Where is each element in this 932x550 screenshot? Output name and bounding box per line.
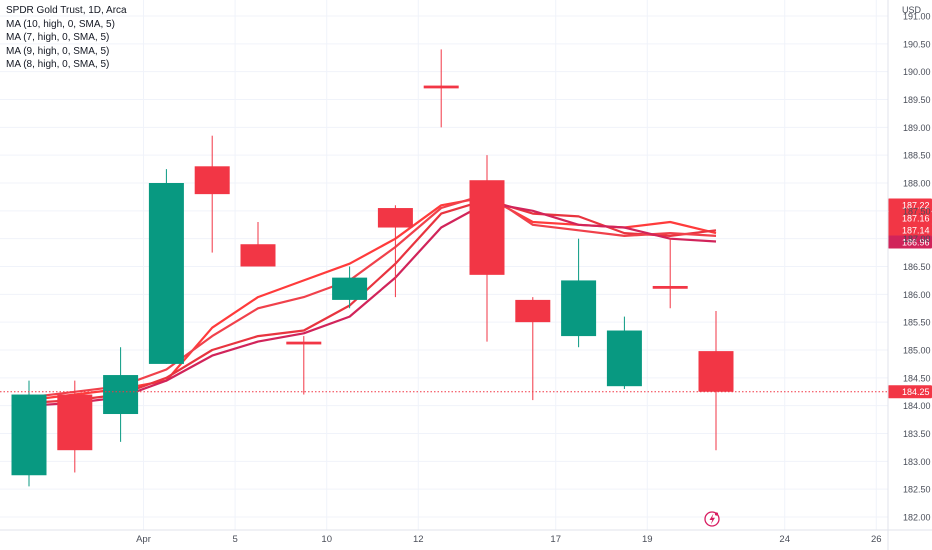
currency-label: USD — [902, 5, 922, 15]
y-tick-label: 190.50 — [903, 39, 931, 49]
chart-title[interactable]: SPDR Gold Trust, 1D, Arca — [6, 5, 127, 16]
candle-body — [194, 166, 230, 195]
candle-body — [423, 85, 459, 89]
candle-body — [148, 183, 184, 364]
price-tag-bg — [888, 385, 932, 399]
y-tick-label: 189.00 — [903, 123, 931, 133]
candle-body — [332, 277, 368, 300]
x-tick-label: 17 — [550, 534, 561, 545]
candle[interactable] — [57, 380, 93, 473]
candle-body — [240, 244, 276, 267]
legend-ma-1[interactable]: MA (10, high, 0, SMA, 5) — [6, 18, 115, 30]
price-tag-bg — [888, 198, 932, 212]
y-tick-label: 183.50 — [903, 429, 931, 439]
y-tick-label: 186.00 — [903, 290, 931, 300]
ma-line-2[interactable] — [28, 198, 717, 404]
x-tick-label: 24 — [779, 534, 790, 545]
ma-line-3[interactable] — [28, 193, 717, 399]
candle-body — [515, 299, 551, 323]
candle[interactable] — [515, 297, 551, 401]
candle[interactable] — [606, 316, 642, 389]
overlays: 187.22 187.16 187.14 186.96 184.25 — [0, 198, 932, 527]
y-tick-label: 185.00 — [903, 346, 931, 356]
price-tag-bg — [888, 223, 932, 237]
price-tag-bg — [888, 235, 932, 249]
y-tick-label: 186.50 — [903, 262, 931, 272]
price-tag: 187.22 — [888, 198, 932, 212]
y-tick-label: 184.00 — [903, 401, 931, 411]
legend-ma-3[interactable]: MA (9, high, 0, SMA, 5) — [6, 45, 110, 57]
price-tag: 187.14 — [888, 223, 932, 237]
y-tick-label: 189.50 — [903, 95, 931, 105]
candle[interactable] — [332, 266, 368, 309]
candle-body — [11, 394, 47, 476]
lightning-icon-bolt — [709, 513, 715, 525]
lightning-icon-dot — [714, 512, 719, 516]
grid — [0, 0, 888, 530]
y-tick-label: 190.00 — [903, 67, 931, 77]
price-tag: 187.16 — [888, 211, 932, 225]
y-tick-label: 182.50 — [903, 485, 931, 495]
legend-ma-4[interactable]: MA (8, high, 0, SMA, 5) — [6, 59, 110, 70]
y-tick-label: 184.50 — [903, 373, 931, 383]
y-tick-label: 191.00 — [903, 12, 931, 22]
candle[interactable] — [423, 49, 459, 128]
price-tag-label: 187.22 — [902, 200, 930, 210]
candle[interactable] — [103, 347, 139, 442]
candle[interactable] — [240, 221, 276, 267]
candle-body — [286, 341, 322, 345]
price-tag-label: 187.14 — [902, 225, 930, 235]
x-tick-label: 5 — [232, 534, 237, 545]
y-tick-label: 188.50 — [903, 151, 931, 161]
moving-averages — [28, 193, 717, 407]
y-tick-label: 188.00 — [903, 179, 931, 189]
candle[interactable] — [11, 380, 47, 487]
candle-body — [606, 330, 642, 387]
candles — [11, 49, 734, 487]
ma-line-4[interactable] — [28, 201, 717, 407]
price-tag-label: 184.25 — [902, 387, 930, 397]
candle-body — [377, 208, 413, 228]
candle[interactable] — [377, 205, 413, 298]
y-tick-label: 187.50 — [903, 206, 931, 216]
y-tick-label: 185.50 — [903, 318, 931, 328]
candle[interactable] — [469, 155, 505, 342]
candle[interactable] — [286, 336, 322, 395]
candle-body — [698, 351, 734, 392]
x-tick-label: Apr — [136, 534, 151, 545]
x-tick-label: 19 — [642, 534, 653, 545]
price-tag-bg — [888, 211, 932, 225]
candle[interactable] — [652, 238, 688, 309]
candle-body — [561, 280, 597, 337]
lightning-icon[interactable] — [704, 511, 720, 527]
y-tick-label: 187.00 — [903, 234, 931, 244]
candle[interactable] — [148, 169, 184, 364]
x-tick-label: 12 — [413, 534, 424, 545]
legend: SPDR Gold Trust, 1D, Arca MA (10, high, … — [6, 4, 127, 72]
candle-body — [652, 285, 688, 289]
legend-ma-2[interactable]: MA (7, high, 0, SMA, 5) — [6, 32, 110, 43]
x-tick-label: 26 — [871, 534, 882, 545]
price-tag-label: 186.96 — [902, 237, 930, 247]
candle-body — [57, 394, 93, 451]
price-tag: 186.96 — [888, 235, 932, 249]
y-tick-label: 182.00 — [903, 513, 931, 523]
price-tag-label: 187.16 — [902, 213, 930, 223]
candle-body — [469, 180, 505, 275]
candle-body — [103, 375, 139, 415]
price-tag: 184.25 — [888, 385, 932, 399]
x-tick-label: 10 — [321, 534, 332, 545]
y-tick-label: 183.00 — [903, 457, 931, 467]
candle[interactable] — [698, 311, 734, 451]
candle[interactable] — [194, 135, 230, 253]
candle[interactable] — [561, 238, 597, 348]
